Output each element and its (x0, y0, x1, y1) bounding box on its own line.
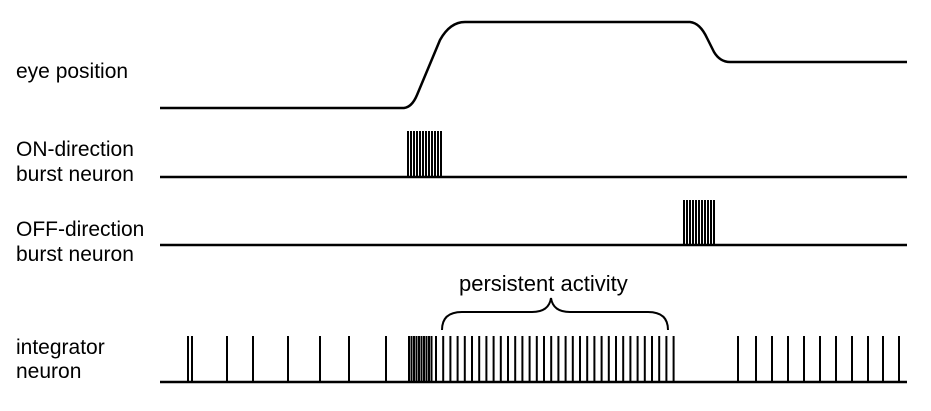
on-burst-label-line1: ON-direction (16, 138, 134, 161)
eye-position-label: eye position (16, 60, 129, 83)
off-burst-spikes (683, 200, 715, 245)
persistent-activity-label: persistent activity (459, 271, 628, 296)
integrator-spikes (187, 336, 900, 382)
on-burst-spikes (407, 131, 442, 177)
integrator-label-line1: integrator (16, 336, 105, 359)
persistent-activity-brace (441, 297, 669, 331)
on-burst-label-line2: burst neuron (16, 163, 134, 186)
off-burst-label-line2: burst neuron (16, 243, 134, 266)
eye-position-trace (160, 20, 907, 110)
integrator-label-line2: neuron (16, 360, 82, 383)
off-burst-label-line1: OFF-direction (16, 218, 145, 241)
